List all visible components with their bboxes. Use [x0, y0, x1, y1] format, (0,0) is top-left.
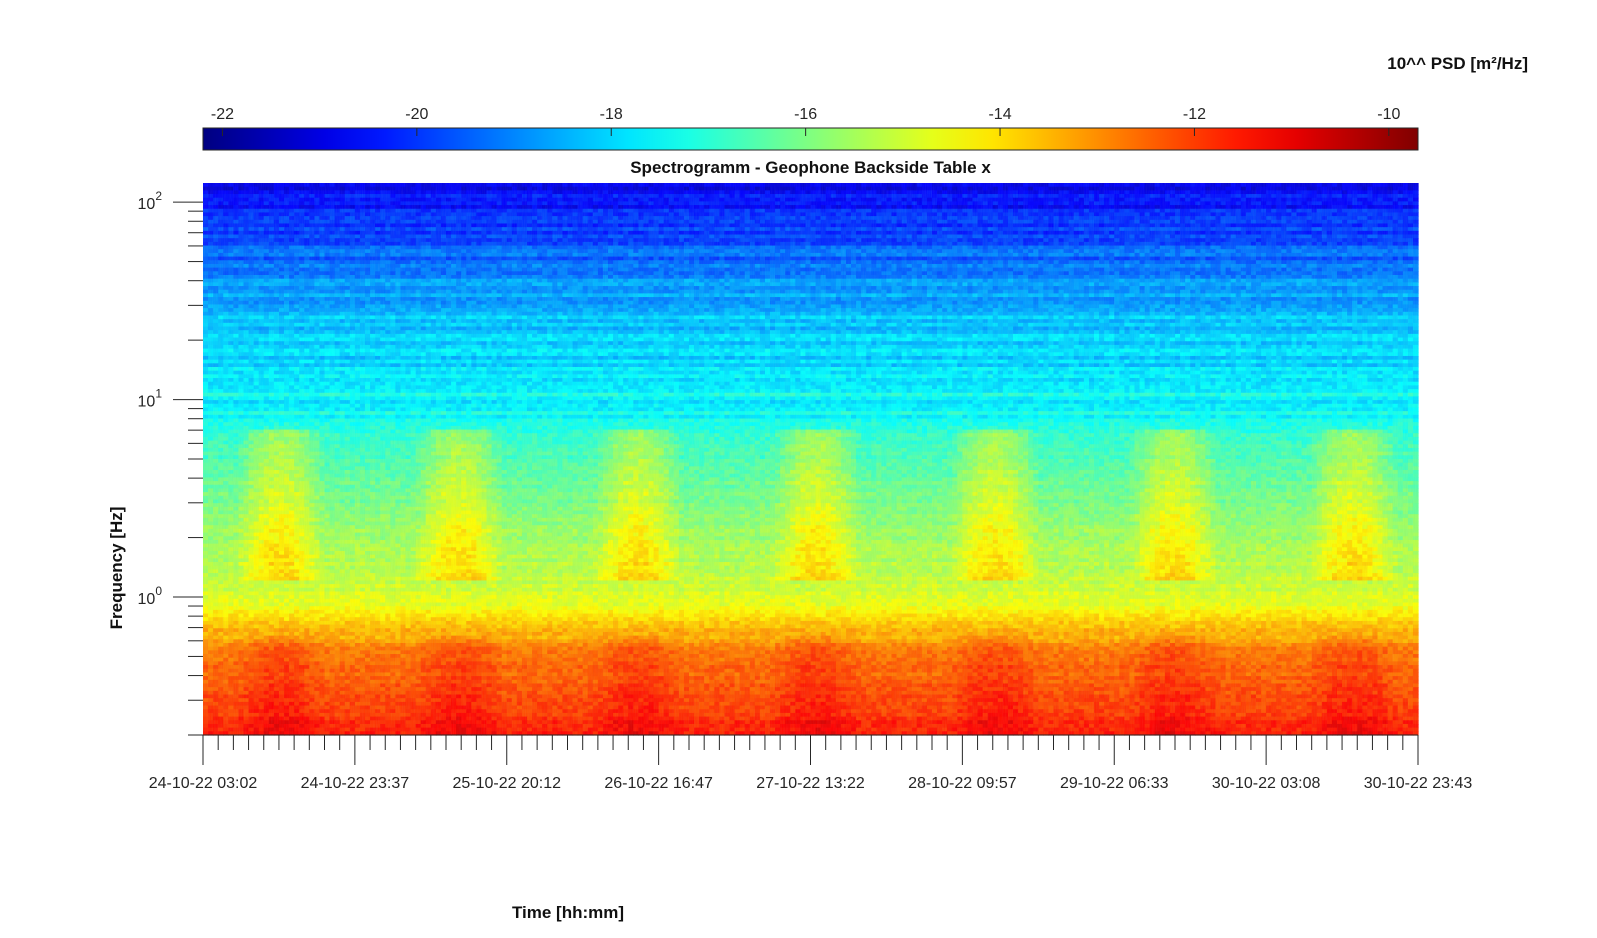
colorbar-tick-label: -16	[794, 106, 817, 123]
chart-title: Spectrogramm - Geophone Backside Table x	[630, 158, 991, 177]
colorbar-tick-label: -14	[988, 106, 1011, 123]
colorbar-tick-label: -12	[1183, 106, 1206, 123]
colorbar: -22 -20 -18 -16 -14 -12 -10 10^^ PSD [m²/Hz]	[202, 54, 1528, 151]
colorbar-tick-label: -18	[600, 106, 623, 123]
colorbar-tick-label: -22	[211, 106, 234, 123]
colorbar-ticks: -22 -20 -18 -16 -14 -12 -10	[211, 106, 1401, 136]
plot-area	[203, 183, 1419, 736]
colorbar-bar	[202, 127, 1419, 151]
colorbar-label: 10^^ PSD [m²/Hz]	[1387, 54, 1528, 73]
colorbar-tick-label: -20	[405, 106, 428, 123]
colorbar-tick-label: -10	[1377, 106, 1400, 123]
